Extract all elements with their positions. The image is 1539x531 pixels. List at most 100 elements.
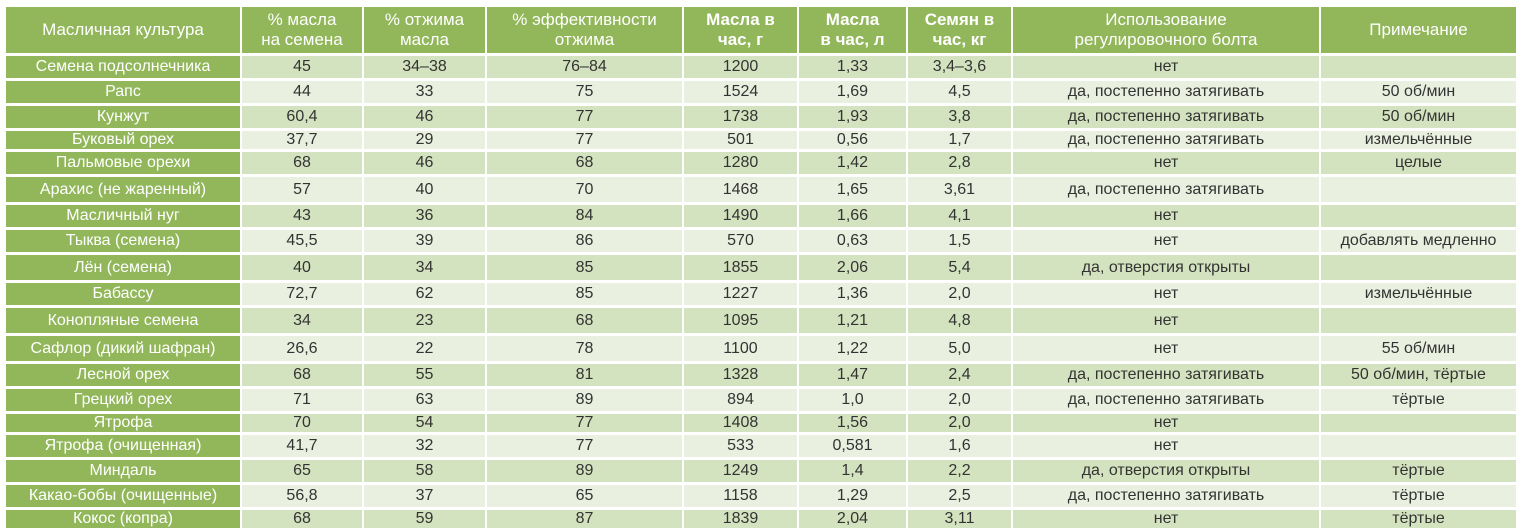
cell-press-percent: 36	[364, 205, 485, 227]
table-row: Рапс 44 33 75 1524 1,69 4,5 да, постепенно затя…	[6, 81, 1516, 103]
cell-oil-liters: 2,06	[799, 255, 906, 280]
cell-culture: Арахис (не жаренный)	[6, 177, 240, 202]
cell-press-percent: 46	[364, 106, 485, 128]
cell-oil-liters: 1,4	[799, 460, 906, 482]
cell-oil-liters: 0,63	[799, 230, 906, 252]
cell-efficiency: 85	[487, 283, 682, 305]
cell-culture: Семена подсолнечника	[6, 56, 240, 78]
header-efficiency: % эффективности отжима	[487, 7, 682, 53]
cell-bolt-usage: нет	[1013, 56, 1319, 78]
cell-seeds-kg: 4,8	[908, 308, 1011, 333]
cell-efficiency: 84	[487, 205, 682, 227]
cell-seeds-kg: 3,11	[908, 510, 1011, 528]
cell-efficiency: 77	[487, 435, 682, 457]
cell-note: 55 об/мин	[1321, 336, 1516, 361]
cell-bolt-usage: да, постепенно затягивать	[1013, 131, 1319, 149]
table-body: Семена подсолнечника 45 34–38 76–84 1200 1,33…	[6, 56, 1516, 528]
cell-culture: Конопляные семена	[6, 308, 240, 333]
cell-bolt-usage: да, отверстия открыты	[1013, 255, 1319, 280]
cell-press-percent: 46	[364, 152, 485, 174]
cell-oil-percent: 70	[242, 414, 362, 432]
cell-oil-liters: 1,22	[799, 336, 906, 361]
cell-oil-percent: 41,7	[242, 435, 362, 457]
cell-culture: Сафлор (дикий шафран)	[6, 336, 240, 361]
table-row: Лён (семена) 40 34 85 1855 2,06 5,4 да, отверст…	[6, 255, 1516, 280]
cell-oil-percent: 56,8	[242, 485, 362, 507]
cell-seeds-kg: 1,6	[908, 435, 1011, 457]
table-row: Бабассу 72,7 62 85 1227 1,36 2,0 нет измельчённы…	[6, 283, 1516, 305]
cell-culture: Бабассу	[6, 283, 240, 305]
cell-press-percent: 29	[364, 131, 485, 149]
cell-bolt-usage: да, постепенно затягивать	[1013, 364, 1319, 386]
cell-press-percent: 39	[364, 230, 485, 252]
cell-culture: Буковый орех	[6, 131, 240, 149]
cell-oil-grams: 533	[684, 435, 797, 457]
cell-note	[1321, 56, 1516, 78]
table-row: Кунжут 60,4 46 77 1738 1,93 3,8 да, постепенно …	[6, 106, 1516, 128]
cell-oil-liters: 1,42	[799, 152, 906, 174]
cell-press-percent: 54	[364, 414, 485, 432]
table-row: Грецкий орех 71 63 89 894 1,0 2,0 да, постепенн…	[6, 389, 1516, 411]
cell-oil-percent: 40	[242, 255, 362, 280]
cell-oil-grams: 894	[684, 389, 797, 411]
header-oil-grams: Масла в час, г	[684, 7, 797, 53]
cell-note	[1321, 255, 1516, 280]
cell-press-percent: 55	[364, 364, 485, 386]
header-press-percent: % отжима масла	[364, 7, 485, 53]
cell-press-percent: 34–38	[364, 56, 485, 78]
header-row: Масличная культура % масла на семена % от…	[6, 7, 1516, 53]
cell-press-percent: 40	[364, 177, 485, 202]
cell-culture: Какао-бобы (очищенные)	[6, 485, 240, 507]
cell-oil-percent: 57	[242, 177, 362, 202]
cell-oil-liters: 1,65	[799, 177, 906, 202]
cell-seeds-kg: 2,0	[908, 389, 1011, 411]
table-row: Арахис (не жаренный) 57 40 70 1468 1,65 3,61 да…	[6, 177, 1516, 202]
cell-press-percent: 59	[364, 510, 485, 528]
table-row: Ятрофа 70 54 77 1408 1,56 2,0 нет	[6, 414, 1516, 432]
cell-culture: Кунжут	[6, 106, 240, 128]
cell-note: добавлять медленно	[1321, 230, 1516, 252]
cell-oil-percent: 43	[242, 205, 362, 227]
cell-oil-grams: 1158	[684, 485, 797, 507]
cell-oil-percent: 71	[242, 389, 362, 411]
cell-culture: Ятрофа (очищенная)	[6, 435, 240, 457]
cell-bolt-usage: нет	[1013, 308, 1319, 333]
cell-press-percent: 63	[364, 389, 485, 411]
cell-efficiency: 85	[487, 255, 682, 280]
cell-oil-percent: 68	[242, 364, 362, 386]
cell-oil-grams: 1280	[684, 152, 797, 174]
cell-culture: Рапс	[6, 81, 240, 103]
table-row: Пальмовые орехи 68 46 68 1280 1,42 2,8 нет целые	[6, 152, 1516, 174]
cell-seeds-kg: 4,5	[908, 81, 1011, 103]
cell-note	[1321, 177, 1516, 202]
cell-press-percent: 32	[364, 435, 485, 457]
cell-note: измельчённые	[1321, 283, 1516, 305]
table-row: Конопляные семена 34 23 68 1095 1,21 4,8 нет	[6, 308, 1516, 333]
cell-culture: Пальмовые орехи	[6, 152, 240, 174]
table-row: Миндаль 65 58 89 1249 1,4 2,2 да, отверстия отк…	[6, 460, 1516, 482]
cell-note: тёртые	[1321, 460, 1516, 482]
cell-efficiency: 77	[487, 106, 682, 128]
cell-oil-liters: 1,21	[799, 308, 906, 333]
cell-efficiency: 89	[487, 389, 682, 411]
oil-press-table: Масличная культура % масла на семена % от…	[4, 4, 1518, 531]
cell-seeds-kg: 2,0	[908, 414, 1011, 432]
cell-press-percent: 23	[364, 308, 485, 333]
cell-seeds-kg: 2,2	[908, 460, 1011, 482]
cell-note: 50 об/мин, тёртые	[1321, 364, 1516, 386]
cell-efficiency: 86	[487, 230, 682, 252]
cell-culture: Миндаль	[6, 460, 240, 482]
cell-oil-liters: 1,36	[799, 283, 906, 305]
cell-note	[1321, 205, 1516, 227]
header-bolt-usage: Использование регулировочного болта	[1013, 7, 1319, 53]
cell-oil-grams: 1738	[684, 106, 797, 128]
cell-efficiency: 68	[487, 308, 682, 333]
cell-oil-liters: 1,47	[799, 364, 906, 386]
cell-efficiency: 68	[487, 152, 682, 174]
cell-oil-percent: 26,6	[242, 336, 362, 361]
cell-oil-grams: 501	[684, 131, 797, 149]
cell-culture: Лён (семена)	[6, 255, 240, 280]
cell-culture: Тыква (семена)	[6, 230, 240, 252]
cell-note: измельчённые	[1321, 131, 1516, 149]
cell-culture: Грецкий орех	[6, 389, 240, 411]
